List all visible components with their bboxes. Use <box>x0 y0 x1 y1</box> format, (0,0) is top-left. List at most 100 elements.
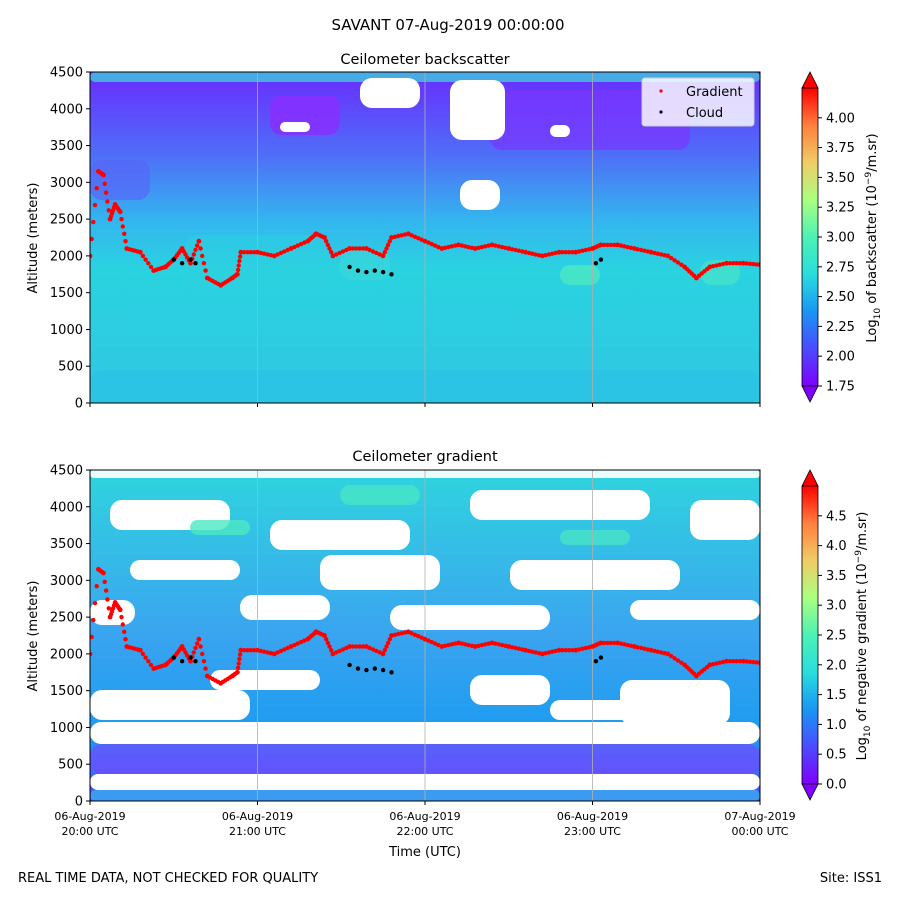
gradient-point-fill <box>193 645 198 651</box>
gradient-point-fill <box>241 648 247 653</box>
gradient-point-fill <box>602 242 607 248</box>
gradient-point-fill <box>509 645 515 650</box>
gradient-point-fill <box>747 261 753 266</box>
y-tick-label: 0 <box>75 795 83 810</box>
gradient-point-fill <box>120 224 126 229</box>
gradient-point <box>238 249 244 255</box>
colorbar-tick-label: 4.5 <box>826 509 847 524</box>
gradient-point-fill <box>602 640 607 646</box>
gradient-point-fill <box>367 247 372 253</box>
colorbar-tick-label: 0.0 <box>826 778 847 793</box>
colorbar-tick-label: 2.00 <box>826 350 855 365</box>
gradient-point <box>665 651 671 657</box>
gradient-point <box>101 172 106 178</box>
gradient-point-fill <box>622 244 627 249</box>
gradient-point-fill <box>237 656 242 662</box>
colorbar-tick-label: 1.75 <box>826 380 855 395</box>
colorbar-tick-label: 3.00 <box>826 231 855 246</box>
x-tick-label-date: 06-Aug-2019 <box>389 810 460 823</box>
gradient-point-fill <box>237 258 242 264</box>
y-tick-label: 4500 <box>50 464 83 479</box>
gradient-point-fill <box>550 251 555 256</box>
field-feature <box>490 90 690 150</box>
colorbar-tick-label: 1.0 <box>826 718 847 733</box>
gradient-point-fill <box>340 249 346 254</box>
backscatter-colorbar-top-arrow <box>801 71 819 89</box>
gradient-point <box>117 607 123 613</box>
colorbar-tick-label: 4.0 <box>826 539 847 554</box>
colorbar-tick-label: 2.75 <box>826 260 855 275</box>
gradient-point-fill <box>200 651 205 657</box>
backscatter-colorbar: 1.75 2.00 2.25 2.50 2.75 3.00 3.25 3.50 3.75 4.00… <box>801 71 883 403</box>
gradient-point-fill <box>385 242 391 248</box>
field-feature <box>390 605 550 630</box>
gradient-gridlines <box>257 470 593 801</box>
gradient-point-fill <box>717 660 722 665</box>
field-feature <box>240 595 330 620</box>
gradient-point-fill <box>105 199 110 204</box>
gradient-point-fill <box>652 648 657 654</box>
field-feature <box>90 160 150 200</box>
gradient-title: Ceilometer gradient <box>352 449 498 465</box>
gradient-point-fill <box>679 262 684 267</box>
gradient-point-fill <box>119 216 124 222</box>
field-feature <box>320 555 440 590</box>
gradient-point-fill <box>442 643 448 648</box>
gradient-point <box>472 246 478 251</box>
gradient-point <box>523 249 528 255</box>
gradient-point-fill <box>252 250 257 255</box>
gradient-point-fill <box>265 252 270 257</box>
gradient-point <box>255 647 260 653</box>
gradient-point-fill <box>360 246 366 251</box>
gradient-point-fill <box>337 648 342 654</box>
gradient-point-fill <box>92 202 98 208</box>
gradient-point-fill <box>675 658 681 663</box>
field-feature <box>90 690 250 720</box>
gradient-x-ticks: 06-Aug-2019 20:00 UTC 06-Aug-2019 21:00 UTC… <box>54 801 796 838</box>
gradient-point-fill <box>198 246 203 251</box>
cloud-point <box>380 269 386 275</box>
gradient-point-fill <box>103 588 109 593</box>
gradient-point-fill <box>576 249 582 254</box>
backscatter-gridlines <box>257 72 593 403</box>
gradient-point <box>288 644 294 649</box>
gradient-point-fill <box>235 267 241 273</box>
cloud-point <box>593 659 599 664</box>
gradient-point-fill <box>543 253 548 258</box>
gradient-point-fill <box>669 653 674 659</box>
gradient-point-fill <box>357 246 362 251</box>
gradient-point-fill <box>432 243 438 248</box>
y-tick-label: 3500 <box>50 139 83 154</box>
gradient-point-fill <box>446 642 451 648</box>
gradient-point-fill <box>329 648 334 653</box>
gradient-point-fill <box>90 634 94 640</box>
page-title: SAVANT 07-Aug-2019 00:00:00 <box>332 16 565 34</box>
gradient-point-fill <box>563 648 568 653</box>
gradient-colorbar-ticks: 0.0 0.5 1.0 1.5 2.0 2.5 3.0 3.5 4.0 4.5 <box>818 509 847 793</box>
x-axis-label: Time (UTC) <box>388 845 461 860</box>
gradient-point-fill <box>652 250 657 256</box>
gradient-point-fill <box>442 245 448 250</box>
gradient-point <box>472 644 478 649</box>
gradient-point-fill <box>747 659 753 664</box>
gradient-point-fill <box>463 642 468 647</box>
gradient-point-fill <box>655 251 660 256</box>
gradient-point-fill <box>563 250 568 255</box>
gradient-point-fill <box>546 252 552 257</box>
gradient-point-fill <box>241 250 247 255</box>
gradient-point-fill <box>235 665 241 671</box>
gradient-point-fill <box>329 250 334 255</box>
gradient-point-fill <box>635 645 640 650</box>
gradient-point-fill <box>340 647 346 652</box>
gradient-point-fill <box>399 233 404 238</box>
y-tick-label: 3000 <box>50 176 83 191</box>
y-tick-label: 500 <box>58 360 83 375</box>
field-feature <box>560 265 600 285</box>
gradient-point-fill <box>727 659 733 664</box>
gradient-point-fill <box>357 644 362 649</box>
gradient-point-fill <box>516 646 521 651</box>
gradient-point-fill <box>123 239 128 244</box>
gradient-point-fill <box>622 642 627 647</box>
gradient-point <box>422 636 428 642</box>
y-tick-label: 2000 <box>50 647 83 662</box>
